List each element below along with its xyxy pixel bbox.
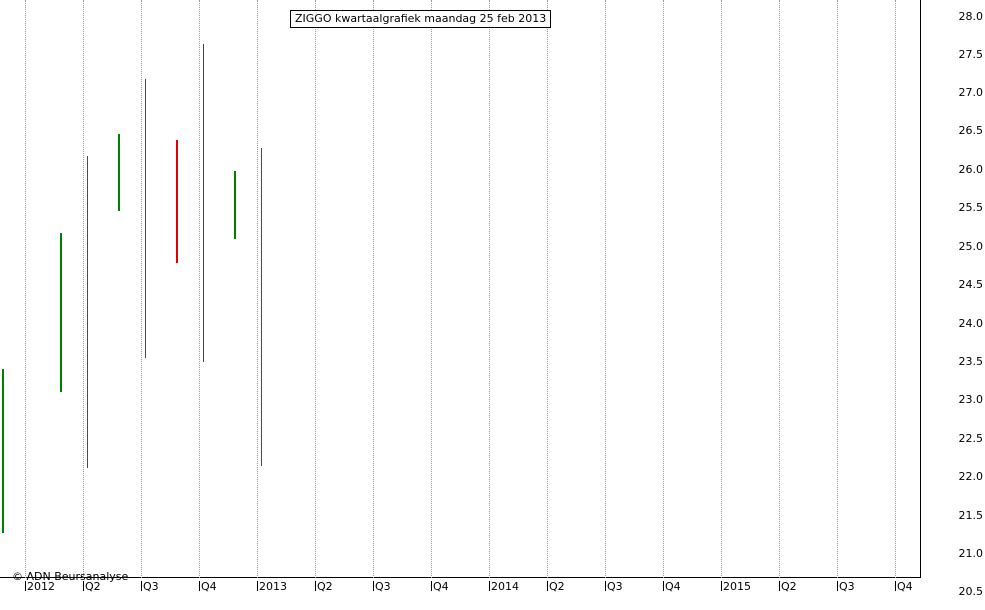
candle-2012-q1 <box>2 369 56 533</box>
xtick-label: Q4 <box>199 580 217 593</box>
tick-mark <box>431 581 432 591</box>
xtick-label: Q3 <box>141 580 159 593</box>
gridline-x-2015q4 <box>895 0 896 578</box>
ytick-label: 23.0 <box>958 393 984 406</box>
gridline-x-2015 <box>721 0 722 578</box>
ytick-label: 28.0 <box>958 10 984 23</box>
chart-title: ZIGGO kwartaalgrafiek maandag 25 feb 201… <box>290 10 552 28</box>
tick-mark <box>663 581 664 591</box>
candle-body <box>2 369 4 533</box>
xtick-text: Q2 <box>781 580 797 593</box>
ytick-label: 22.0 <box>958 470 984 483</box>
xtick-label: Q4 <box>895 580 913 593</box>
candle-body <box>118 134 120 211</box>
xtick-text: Q2 <box>317 580 333 593</box>
candle-wick <box>203 44 204 362</box>
tick-mark <box>895 581 896 591</box>
tick-mark <box>779 581 780 591</box>
tick-mark <box>25 581 26 591</box>
candle-2012-q2 <box>60 156 114 468</box>
xtick-label: Q3 <box>837 580 855 593</box>
xtick-label: Q2 <box>779 580 797 593</box>
candle-body <box>176 140 178 263</box>
xtick-text: 2014 <box>491 580 519 593</box>
gridline-x-2013q2 <box>315 0 316 578</box>
xtick-text: 2013 <box>259 580 287 593</box>
xtick-text: Q4 <box>665 580 681 593</box>
tick-mark <box>489 581 490 591</box>
tick-mark <box>605 581 606 591</box>
ytick-label: 27.0 <box>958 86 984 99</box>
gridline-x-2014q4 <box>663 0 664 578</box>
gridline-x-2014 <box>489 0 490 578</box>
xtick-text: Q3 <box>143 580 159 593</box>
gridline-x-2012q2 <box>83 0 84 578</box>
tick-mark <box>837 581 838 591</box>
tick-mark <box>141 581 142 591</box>
candle-body <box>60 233 62 392</box>
ytick-label: 21.0 <box>958 547 984 560</box>
candle-wick <box>145 79 146 358</box>
ytick-label: 21.5 <box>958 509 984 522</box>
copyright-notice: © ADN Beursanalyse <box>12 570 129 583</box>
tick-mark <box>721 581 722 591</box>
xtick-text: Q3 <box>839 580 855 593</box>
xtick-text: Q2 <box>549 580 565 593</box>
xtick-label: Q2 <box>547 580 565 593</box>
xtick-text: Q4 <box>201 580 217 593</box>
tick-mark <box>373 581 374 591</box>
candle-2013-q1 <box>234 148 288 466</box>
tick-mark <box>83 581 84 591</box>
xtick-label: Q3 <box>373 580 391 593</box>
candle-wick <box>261 148 262 466</box>
xtick-label: 2014 <box>489 580 519 593</box>
xtick-label: Q2 <box>83 580 101 593</box>
ytick-label: 23.5 <box>958 355 984 368</box>
xtick-label: Q2 <box>315 580 333 593</box>
xtick-text: Q4 <box>433 580 449 593</box>
xtick-text: Q3 <box>607 580 623 593</box>
gridline-x-2012q4 <box>199 0 200 578</box>
xtick-label: Q4 <box>663 580 681 593</box>
ytick-label: 20.5 <box>958 585 984 598</box>
candle-wick <box>87 156 88 468</box>
xtick-label: 2012 <box>25 580 55 593</box>
gridline-x-2012 <box>25 0 26 578</box>
plot-frame <box>0 0 921 578</box>
ytick-label: 26.0 <box>958 163 984 176</box>
gridline-x-2013q3 <box>373 0 374 578</box>
xtick-label: 2015 <box>721 580 751 593</box>
xtick-text: Q4 <box>897 580 913 593</box>
xtick-label: 2013 <box>257 580 287 593</box>
tick-mark <box>315 581 316 591</box>
xtick-text: 2012 <box>27 580 55 593</box>
tick-mark <box>547 581 548 591</box>
xtick-label: Q4 <box>431 580 449 593</box>
xtick-text: 2015 <box>723 580 751 593</box>
gridline-x-2015q2 <box>779 0 780 578</box>
gridline-x-2012q3 <box>141 0 142 578</box>
gridline-x-2014q2 <box>547 0 548 578</box>
ytick-label: 26.5 <box>958 124 984 137</box>
ytick-label: 27.5 <box>958 48 984 61</box>
ytick-label: 24.5 <box>958 278 984 291</box>
ytick-label: 25.0 <box>958 240 984 253</box>
xtick-text: Q2 <box>85 580 101 593</box>
ytick-label: 25.5 <box>958 201 984 214</box>
tick-mark <box>257 581 258 591</box>
gridline-x-2015q3 <box>837 0 838 578</box>
candle-2012-q4 <box>176 44 230 362</box>
candle-2012-q3 <box>118 79 172 358</box>
tick-mark <box>199 581 200 591</box>
xtick-label: Q3 <box>605 580 623 593</box>
candle-body <box>234 171 236 239</box>
ytick-label: 22.5 <box>958 432 984 445</box>
ytick-label: 24.0 <box>958 317 984 330</box>
gridline-x-2014q3 <box>605 0 606 578</box>
xtick-text: Q3 <box>375 580 391 593</box>
gridline-x-2013q4 <box>431 0 432 578</box>
gridline-x-2013 <box>257 0 258 578</box>
